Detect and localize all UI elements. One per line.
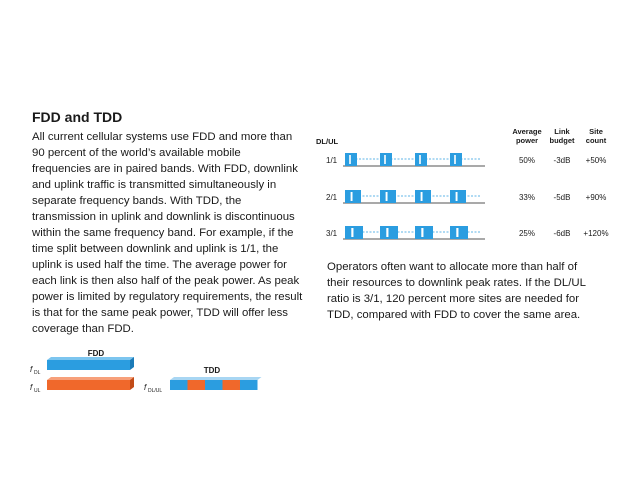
paragraph-line: is that for the same peak power, TDD wil… [32, 307, 288, 319]
paragraph-line: within the same frequency band. For exam… [32, 227, 294, 239]
ratio-label: 2/1 [326, 193, 338, 202]
caption-line: their resources to downlink peak rates. … [327, 277, 586, 289]
uplink-gap [420, 192, 423, 201]
paragraph-line: 90 percent of the world’s available mobi… [32, 147, 241, 159]
uplink-gap [456, 228, 459, 237]
link-budget-value: -6dB [554, 229, 571, 238]
dl-ul-ratio-table: Average power Link budget Site count DL/… [316, 127, 609, 240]
paragraph-line: uplink is used half the time. The averag… [32, 259, 287, 271]
uplink-gap [349, 155, 351, 164]
fdl-label: f [30, 365, 33, 374]
ratio-row: 3/1 25% -6dB +120% [326, 226, 609, 240]
fdd-title: FDD [88, 349, 105, 358]
avg-power-value: 50% [519, 156, 535, 165]
link-budget-value: -5dB [554, 193, 571, 202]
uplink-gap [455, 192, 458, 201]
downlink-slot [380, 153, 392, 166]
uplink-gap [384, 155, 386, 164]
tdd-downlink-segment [240, 380, 258, 390]
downlink-slot [345, 153, 357, 166]
downlink-slot [380, 190, 397, 203]
tdd-downlink-segment [170, 380, 188, 390]
tdd-uplink-segment [187, 380, 205, 390]
uplink-gap [385, 192, 388, 201]
site-count-value: +50% [586, 156, 607, 165]
paragraph-line: each link is then also half of the peak … [32, 275, 300, 287]
col-header-count-2: count [586, 136, 607, 145]
tdd-downlink-segment [205, 380, 223, 390]
downlink-slot [415, 226, 433, 239]
fdd-tdd-diagram: FDD f DL f UL TDD f DL/UL [30, 349, 262, 394]
col-header-power: Average [512, 127, 541, 136]
paragraph-line: coverage than FDD. [32, 323, 134, 335]
ratio-row: 2/1 33% -5dB +90% [326, 190, 607, 204]
ratio-row: 1/1 50% -3dB +50% [326, 153, 607, 167]
tdd-uplink-segment [222, 380, 240, 390]
paragraph-line: frequencies are in paired bands. With FD… [32, 163, 298, 175]
col-header-power-2: power [516, 136, 538, 145]
caption-line: ratio is 3/1, 120 percent more sites are… [327, 293, 580, 305]
downlink-slot [450, 226, 468, 239]
uplink-gap [386, 228, 389, 237]
ftdd-label: f [144, 383, 147, 392]
uplink-gap [351, 228, 354, 237]
paragraph-line: and uplink traffic is transmitted simult… [32, 179, 277, 191]
tdd-shared-band [170, 377, 262, 390]
avg-power-value: 33% [519, 193, 535, 202]
row-header-dlul: DL/UL [316, 137, 338, 146]
col-header-budget-2: budget [550, 136, 575, 145]
fdd-uplink-band [47, 377, 134, 390]
col-header-count: Site [589, 127, 603, 136]
downlink-slot [450, 153, 462, 166]
tdd-title: TDD [204, 366, 221, 375]
paragraph-line: separate frequency bands. With TDD, the [32, 195, 242, 207]
downlink-slot [380, 226, 398, 239]
ful-sub: UL [34, 388, 41, 394]
col-header-budget: Link [554, 127, 570, 136]
downlink-slot [450, 190, 467, 203]
uplink-gap [419, 155, 421, 164]
uplink-gap [350, 192, 353, 201]
downlink-slot [415, 153, 427, 166]
downlink-slot [415, 190, 432, 203]
uplink-gap [454, 155, 456, 164]
caption-line: Operators often want to allocate more th… [327, 261, 578, 273]
caption-line: TDD, compared with FDD to cover the same… [327, 309, 581, 321]
paragraph-line: transmission in uplink and downlink is d… [32, 211, 295, 223]
site-count-value: +90% [586, 193, 607, 202]
caption-paragraph: Operators often want to allocate more th… [327, 259, 617, 323]
fdl-sub: DL [34, 370, 41, 376]
ftdd-sub: DL/UL [148, 388, 162, 394]
uplink-gap [421, 228, 424, 237]
avg-power-value: 25% [519, 229, 535, 238]
ratio-rows: 1/1 50% -3dB +50% 2/1 33% -5dB +90% 3/1 25% -6dB +1… [326, 153, 609, 240]
link-budget-value: -3dB [554, 156, 571, 165]
fdd-downlink-band [47, 357, 134, 370]
ratio-label: 3/1 [326, 229, 338, 238]
body-paragraph: All current cellular systems use FDD and… [32, 129, 304, 337]
site-count-value: +120% [583, 229, 608, 238]
paragraph-line: All current cellular systems use FDD and… [32, 131, 293, 143]
ratio-label: 1/1 [326, 156, 338, 165]
paragraph-line: time split between downlink and uplink i… [32, 243, 279, 255]
downlink-slot [345, 190, 362, 203]
tdd-band-top [170, 377, 262, 380]
ful-label: f [30, 383, 33, 392]
section-heading: FDD and TDD [32, 109, 123, 125]
paragraph-line: power is limited by regulatory requireme… [32, 291, 303, 303]
downlink-slot [345, 226, 363, 239]
